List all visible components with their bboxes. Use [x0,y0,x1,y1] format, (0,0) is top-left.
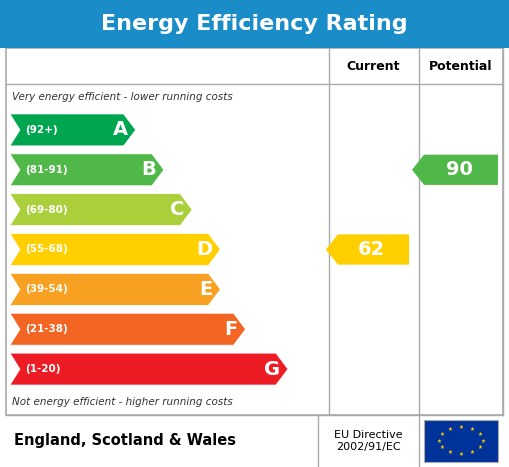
Bar [424,420,498,462]
Text: 90: 90 [445,160,472,179]
Text: ★: ★ [436,439,441,444]
Text: Potential: Potential [429,59,493,72]
Polygon shape [10,313,245,345]
Text: G: G [264,360,280,379]
Text: Current: Current [347,59,400,72]
Text: Energy Efficiency Rating: Energy Efficiency Rating [101,14,408,34]
Text: England, Scotland & Wales: England, Scotland & Wales [14,433,236,448]
Text: (21-38): (21-38) [25,324,68,334]
Polygon shape [412,155,498,185]
Text: (39-54): (39-54) [25,284,68,294]
Text: (1-20): (1-20) [25,364,61,374]
Text: (69-80): (69-80) [25,205,68,215]
Text: ★: ★ [470,427,474,432]
Polygon shape [10,194,192,226]
Text: ★: ★ [447,427,453,432]
Text: ★: ★ [478,445,483,450]
Text: E: E [199,280,212,299]
Text: 62: 62 [358,240,385,259]
Polygon shape [10,154,164,186]
Text: C: C [170,200,184,219]
Text: EU Directive
2002/91/EC: EU Directive 2002/91/EC [334,430,403,452]
Text: ★: ★ [439,432,444,437]
Text: ★: ★ [439,445,444,450]
Bar [6,48,503,415]
Text: D: D [196,240,212,259]
Polygon shape [10,273,220,305]
Text: Very energy efficient - lower running costs: Very energy efficient - lower running co… [12,92,233,102]
Polygon shape [10,114,135,146]
Polygon shape [10,353,288,385]
Text: (92+): (92+) [25,125,58,135]
Bar [424,420,498,462]
Text: ★: ★ [459,425,463,430]
Text: A: A [112,120,128,140]
Text: ★: ★ [478,432,483,437]
Text: ★: ★ [459,452,463,457]
Polygon shape [326,234,409,265]
Bar [0,0,509,48]
Text: ★: ★ [470,450,474,455]
Text: Not energy efficient - higher running costs: Not energy efficient - higher running co… [12,397,233,407]
Text: F: F [224,320,238,339]
Text: B: B [141,160,156,179]
Text: (81-91): (81-91) [25,165,68,175]
Text: ★: ★ [447,450,453,455]
Text: (55-68): (55-68) [25,245,68,255]
Polygon shape [10,234,220,265]
Text: ★: ★ [481,439,486,444]
